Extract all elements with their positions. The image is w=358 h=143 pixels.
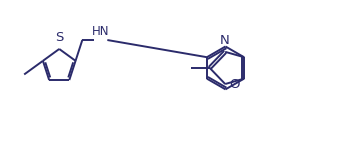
Text: O: O	[229, 78, 240, 91]
Text: HN: HN	[92, 25, 110, 38]
Text: N: N	[219, 34, 229, 47]
Text: S: S	[55, 31, 63, 44]
